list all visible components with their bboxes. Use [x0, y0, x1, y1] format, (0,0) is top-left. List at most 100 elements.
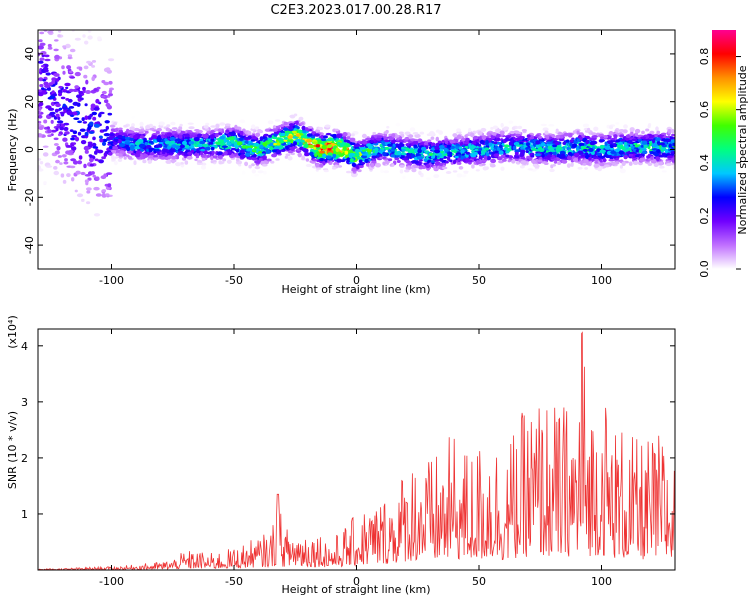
spectrogram-point — [293, 113, 298, 117]
spectrogram-point — [124, 139, 131, 143]
spectrogram-point — [215, 132, 219, 138]
spectrogram-point — [339, 142, 345, 148]
spectrogram-point — [69, 165, 76, 169]
spectrogram-point — [456, 131, 462, 134]
spectrogram-point — [126, 150, 134, 154]
spectrogram-point — [567, 151, 573, 156]
spectrogram-point — [461, 144, 466, 148]
spectrogram-point — [548, 124, 555, 127]
spectrogram-point — [123, 124, 128, 128]
spectrogram-point — [129, 126, 135, 131]
spectrogram-point — [223, 138, 227, 143]
spectrogram-point — [104, 99, 109, 104]
spectrogram-point — [640, 144, 645, 148]
spectrogram-point — [81, 117, 85, 122]
spectrogram-point — [623, 148, 629, 152]
spectrogram-point — [351, 172, 358, 178]
spectrogram-point — [84, 40, 89, 45]
spectrogram-point — [138, 143, 146, 149]
spectrogram-point — [38, 77, 44, 82]
spectrogram-point — [475, 169, 480, 172]
spectrogram-point — [274, 119, 281, 122]
spectrogram-point — [107, 183, 112, 188]
spectrogram-point — [658, 154, 664, 158]
spectrogram-point — [553, 160, 558, 164]
spectrogram-point — [64, 158, 68, 162]
spectrogram-point — [202, 143, 209, 148]
spectrogram-point — [645, 128, 650, 132]
spectrogram-point — [193, 137, 200, 142]
spectrogram-point — [572, 157, 579, 162]
spectrogram-point — [410, 154, 416, 158]
spectrogram-point — [105, 102, 111, 108]
spectrogram-point — [320, 138, 327, 142]
spectrogram-point — [512, 145, 517, 151]
spectrogram-point — [477, 131, 483, 136]
spectrogram-point — [181, 157, 187, 161]
spectrogram-point — [179, 123, 183, 127]
spectrogram-point — [434, 149, 441, 154]
spectrogram-point — [519, 152, 525, 157]
spectrogram-point — [658, 165, 665, 169]
spectrogram-point — [219, 122, 226, 126]
spectrogram-point — [416, 155, 424, 160]
spectrogram-point — [387, 158, 393, 162]
spectrogram-point — [610, 145, 614, 149]
spectrogram-point — [315, 129, 321, 134]
spectrogram-point — [169, 136, 176, 141]
spectrogram-point — [135, 150, 142, 154]
spectrogram-point — [248, 164, 252, 169]
spectrogram-point — [434, 161, 441, 166]
spectrogram-point — [371, 160, 377, 164]
spectrogram-point — [505, 135, 511, 139]
spectrogram-point — [100, 175, 107, 180]
spectrogram-point — [101, 189, 106, 193]
spectrogram-point — [91, 65, 96, 68]
spectrogram-point — [295, 133, 300, 137]
spectrogram-point — [73, 117, 80, 120]
spectrogram-point — [117, 135, 123, 139]
spectrogram-point — [54, 39, 59, 42]
spectrogram-point — [58, 85, 63, 89]
spectrogram-point — [335, 128, 339, 132]
spectrogram-point — [209, 134, 215, 139]
colorbar-label: Normalized spectral amplitude — [736, 65, 749, 234]
spectrogram-point — [101, 90, 107, 95]
spectrogram-point — [580, 154, 587, 157]
spectrogram-point — [71, 146, 77, 151]
spectrogram-point — [235, 155, 241, 158]
spectrogram-point — [293, 141, 297, 146]
spectrogram-point — [306, 133, 313, 137]
spectrogram-point — [235, 128, 240, 134]
spectrogram-point — [199, 151, 204, 156]
spectrogram-point — [491, 132, 497, 136]
spectrogram-chart: -100 -50 0 50 100 -40 -20 0 20 40 Height of stra… — [6, 29, 676, 296]
spectrogram-point — [610, 150, 617, 154]
spectrogram-point — [349, 142, 356, 146]
spectrogram-point — [616, 144, 622, 148]
spectrogram-point — [252, 148, 256, 151]
spectrogram-point — [249, 142, 254, 146]
spectrogram-point — [212, 160, 217, 163]
spectrogram-point — [314, 133, 320, 137]
spectrogram-point — [247, 135, 252, 140]
spectrogram-point — [105, 67, 111, 72]
spectrogram-point — [398, 142, 405, 148]
spectrogram-point — [665, 163, 672, 167]
spectrogram-point — [402, 175, 406, 180]
spectrogram-point — [251, 156, 258, 161]
spectrogram-point — [500, 122, 504, 128]
spectrogram-point — [461, 137, 466, 142]
spectrogram-point — [110, 128, 115, 132]
spectrogram-point — [295, 138, 302, 143]
spectrogram-point — [182, 140, 187, 146]
spectrogram-point — [346, 136, 351, 140]
spectrogram-point — [38, 45, 44, 50]
spectrogram-point — [230, 140, 235, 144]
spectrogram-point — [206, 151, 212, 155]
spectrogram-point — [370, 163, 375, 168]
spectrogram-point — [95, 193, 102, 197]
spectrogram-point — [471, 164, 475, 169]
spectrogram-point — [465, 151, 470, 155]
spectrogram-point — [84, 179, 89, 183]
